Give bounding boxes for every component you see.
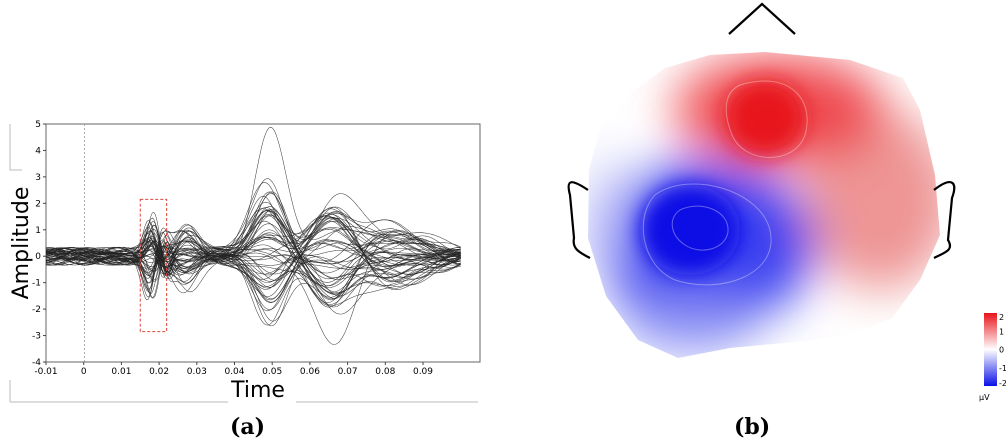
x-tick-label: 0.01 <box>111 367 131 377</box>
channel-trace <box>46 211 461 299</box>
channel-trace <box>46 219 461 284</box>
colorbar: 2 1 0 -1 -2 μV <box>979 313 1006 402</box>
y-tick-label: 2 <box>35 199 41 209</box>
x-tick-label: 0.03 <box>187 367 207 377</box>
channel-trace <box>46 178 461 308</box>
channel-trace <box>46 214 461 278</box>
channel-trace <box>46 230 461 310</box>
channel-trace <box>46 228 461 345</box>
left-ear-outline <box>567 181 591 259</box>
topography-map <box>588 52 940 358</box>
channel-trace <box>46 211 461 289</box>
y-tick-label: 1 <box>35 226 41 236</box>
figure-bracket-left <box>9 124 22 171</box>
y-tick-label: 3 <box>35 173 41 183</box>
channel-trace <box>46 213 461 276</box>
y-tick-label: 0 <box>35 252 41 262</box>
channel-trace <box>46 208 461 269</box>
x-tick-label: 0.07 <box>338 367 358 377</box>
x-tick-label: 0.08 <box>375 367 395 377</box>
channel-trace <box>46 209 461 293</box>
colorbar-tick-label: -2 <box>999 379 1006 388</box>
x-tick-label: 0.09 <box>413 367 433 377</box>
colorbar-tick-label: 1 <box>999 327 1004 336</box>
x-tick-label: 0.05 <box>262 367 282 377</box>
y-axis-label: Amplitude <box>9 187 34 300</box>
channel-trace <box>46 221 461 303</box>
channel-trace <box>46 236 461 290</box>
figure-bracket-bottom <box>9 380 478 403</box>
nose-outline <box>728 2 796 35</box>
contour-line <box>671 205 729 251</box>
contour-line <box>725 80 808 158</box>
positive-region-right <box>805 110 940 290</box>
channel-traces <box>46 127 461 345</box>
negative-region-lower <box>620 285 760 355</box>
panel-a-label: (a) <box>230 414 266 440</box>
faded-left-edge <box>588 155 640 275</box>
x-tick-label: 0.06 <box>300 367 320 377</box>
x-tick-label: 0.04 <box>224 367 244 377</box>
channel-trace <box>46 235 461 282</box>
channel-trace <box>46 229 461 307</box>
x-tick-label: -0.01 <box>34 367 57 377</box>
channel-trace <box>46 231 461 304</box>
channel-trace <box>46 240 461 278</box>
channel-trace <box>46 222 461 287</box>
channel-trace <box>46 201 461 287</box>
colorbar-tick-label: 2 <box>999 313 1004 322</box>
colorbar-unit: μV <box>979 393 990 402</box>
y-tick-label: -4 <box>32 358 41 368</box>
y-tick-label: 5 <box>35 120 41 130</box>
x-axis-ticks: -0.01 0 0.01 0.02 0.03 0.04 0.05 0.06 0.07 0.08 0.… <box>34 362 433 377</box>
channel-trace <box>46 209 461 263</box>
positive-peak <box>725 80 805 156</box>
colorbar-tick-label: 0 <box>999 346 1004 355</box>
scalp-topography: 2 1 0 -1 -2 μV <box>567 2 1006 402</box>
butterfly-plot: -0.01 0 0.01 0.02 0.03 0.04 0.05 0.06 0.07 0.08 0.… <box>9 120 481 403</box>
y-axis-ticks: 5 4 3 2 1 0 -1 -2 -3 -4 <box>32 120 46 368</box>
contour-line <box>642 183 772 286</box>
colorbar-ticks: 2 1 0 -1 -2 <box>999 313 1006 388</box>
x-tick-label: 0 <box>81 367 87 377</box>
x-axis-label: Time <box>230 378 285 403</box>
colorbar-tick-label: -1 <box>999 364 1006 373</box>
y-tick-label: -3 <box>32 332 41 342</box>
x-tick-label: 0.02 <box>149 367 169 377</box>
channel-trace <box>46 239 461 298</box>
y-tick-label: -2 <box>32 305 41 315</box>
y-tick-label: 4 <box>35 146 41 156</box>
highlight-window <box>139 198 168 333</box>
panel-b-label: (b) <box>734 414 771 440</box>
channel-trace <box>46 212 461 275</box>
right-ear-outline <box>933 181 956 259</box>
colorbar-gradient <box>984 313 997 386</box>
channel-trace <box>46 244 461 280</box>
channel-trace <box>46 207 461 308</box>
negative-peak <box>640 185 740 275</box>
y-tick-label: -1 <box>32 279 41 289</box>
